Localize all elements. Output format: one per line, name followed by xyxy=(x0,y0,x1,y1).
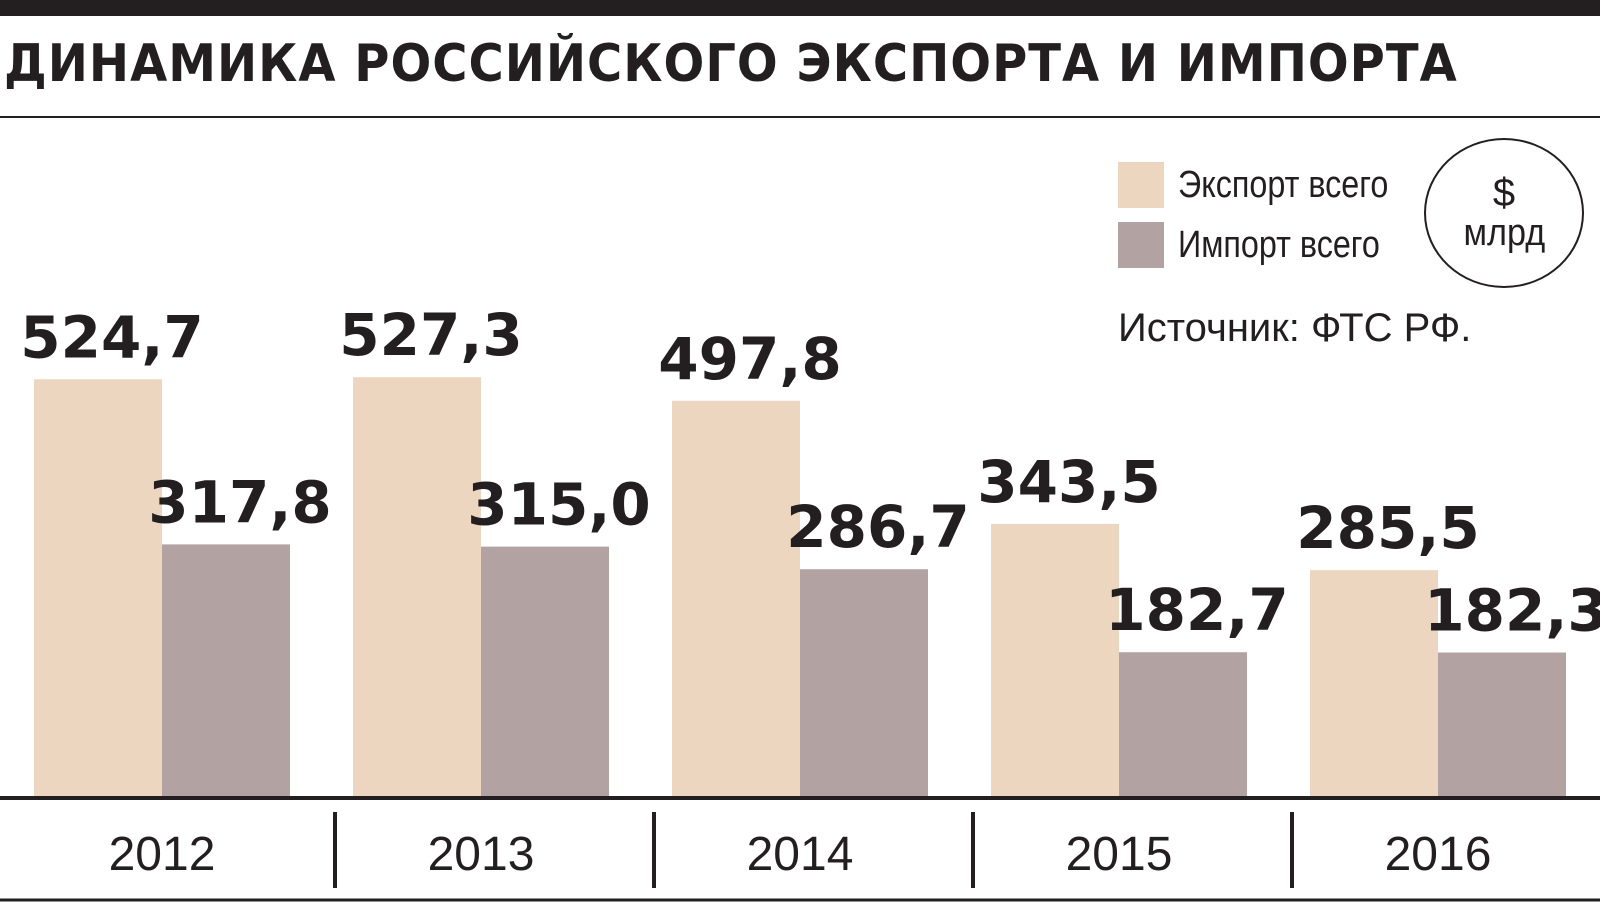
tick-label-2014: 2014 xyxy=(747,828,854,881)
bar-export-2013 xyxy=(353,377,481,798)
bar-import-2012 xyxy=(162,544,290,798)
legend-label-export: Экспорт всего xyxy=(1178,163,1389,206)
bar-import-2015 xyxy=(1119,652,1247,798)
value-label-import-2013: 315,0 xyxy=(467,471,650,539)
legend-swatch-import xyxy=(1118,222,1164,268)
value-label-export-2015: 343,5 xyxy=(977,448,1160,516)
chart-title: ДИНАМИКА РОССИЙСКОГО ЭКСПОРТА И ИМПОРТА xyxy=(4,33,1458,95)
bar-export-2016 xyxy=(1310,570,1438,798)
bar-export-2015 xyxy=(991,523,1119,798)
bar-export-2012 xyxy=(34,379,162,798)
tick-label-2015: 2015 xyxy=(1066,828,1173,881)
unit-badge: $ млрд xyxy=(1424,138,1584,288)
tick-label-2013: 2013 xyxy=(428,828,535,881)
tick-label-2012: 2012 xyxy=(109,828,216,881)
year-separators xyxy=(333,812,1294,888)
title-rule xyxy=(0,116,1600,118)
legend-item-export: Экспорт всего xyxy=(1118,162,1425,208)
bars-group xyxy=(34,377,1566,798)
value-label-import-2015: 182,7 xyxy=(1105,576,1288,644)
bar-import-2016 xyxy=(1438,652,1566,798)
value-label-import-2016: 182,3 xyxy=(1424,577,1600,645)
legend: Экспорт всего Импорт всего xyxy=(1118,162,1425,282)
bar-import-2013 xyxy=(481,546,609,798)
legend-item-import: Импорт всего xyxy=(1118,222,1425,268)
legend-swatch-export xyxy=(1118,162,1164,208)
bar-export-2014 xyxy=(672,400,800,798)
value-label-export-2014: 497,8 xyxy=(658,325,841,393)
tick-labels-group: 2012 2013 2014 2015 2016 xyxy=(109,828,1492,881)
value-label-import-2012: 317,8 xyxy=(148,468,331,536)
value-label-export-2013: 527,3 xyxy=(339,301,522,369)
value-label-import-2014: 286,7 xyxy=(786,493,969,561)
source-note: Источник: ФТС РФ. xyxy=(1118,306,1472,350)
tick-label-2016: 2016 xyxy=(1385,828,1492,881)
value-label-export-2016: 285,5 xyxy=(1296,494,1479,562)
legend-label-import: Импорт всего xyxy=(1178,223,1380,266)
unit-word: млрд xyxy=(1463,212,1545,255)
top-rule xyxy=(0,0,1600,16)
dollar-symbol: $ xyxy=(1492,171,1516,216)
value-label-export-2012: 524,7 xyxy=(20,303,203,371)
bar-import-2014 xyxy=(800,569,928,798)
